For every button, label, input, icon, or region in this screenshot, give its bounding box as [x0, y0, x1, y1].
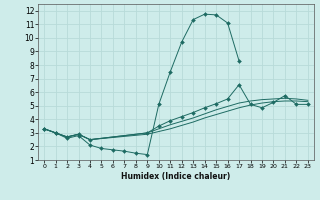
X-axis label: Humidex (Indice chaleur): Humidex (Indice chaleur) — [121, 172, 231, 181]
